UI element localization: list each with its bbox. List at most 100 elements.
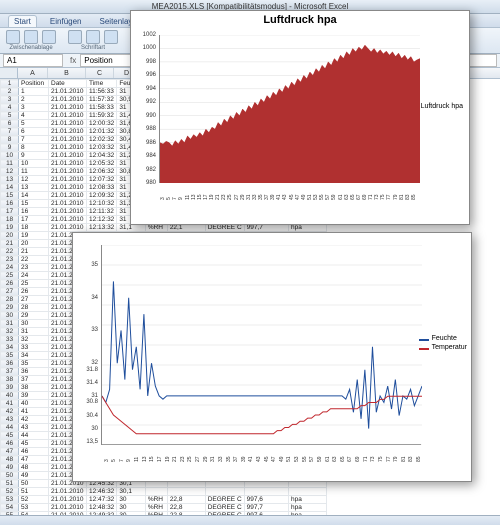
row-header[interactable]: 47 <box>1 448 19 456</box>
cell[interactable]: 53 <box>19 504 49 512</box>
cell[interactable]: 12:04:32 <box>87 152 117 160</box>
row-header[interactable]: 27 <box>1 288 19 296</box>
cell[interactable]: 9 <box>19 152 49 160</box>
cell[interactable]: 21.01.2010 <box>49 200 87 208</box>
row-header[interactable]: 1 <box>1 80 19 88</box>
cell[interactable]: 17 <box>19 216 49 224</box>
cell[interactable] <box>145 488 167 496</box>
cell[interactable]: 25 <box>19 280 49 288</box>
row-header[interactable]: 38 <box>1 376 19 384</box>
cell[interactable]: 12:03:32 <box>87 144 117 152</box>
cell[interactable]: 21.01.2010 <box>49 504 87 512</box>
cell[interactable]: 12:48:32 <box>87 504 117 512</box>
cell[interactable]: 13 <box>19 184 49 192</box>
cell[interactable]: 12:06:32 <box>87 168 117 176</box>
cell[interactable]: 997,6 <box>244 496 288 504</box>
row-header[interactable]: 18 <box>1 216 19 224</box>
cell[interactable]: 21.01.2010 <box>49 112 87 120</box>
cell[interactable]: 21.01.2010 <box>49 184 87 192</box>
cell[interactable]: 30 <box>117 504 146 512</box>
cell[interactable]: 1 <box>19 88 49 96</box>
row-header[interactable]: 25 <box>1 272 19 280</box>
select-all-corner[interactable] <box>0 68 18 78</box>
cell[interactable]: 44 <box>19 432 49 440</box>
row-header[interactable]: 13 <box>1 176 19 184</box>
cell[interactable]: hpa <box>289 496 327 504</box>
cell[interactable]: 11:57:32 <box>87 96 117 104</box>
cell[interactable]: 12:00:32 <box>87 120 117 128</box>
cell[interactable]: 21.01.2010 <box>49 128 87 136</box>
cell[interactable]: 49 <box>19 472 49 480</box>
cell[interactable]: 21.01.2010 <box>49 168 87 176</box>
cell[interactable]: 37 <box>19 376 49 384</box>
cell[interactable]: 21.01.2010 <box>49 216 87 224</box>
col-header[interactable]: B <box>48 68 86 78</box>
row-header[interactable]: 39 <box>1 384 19 392</box>
cell[interactable]: 30 <box>117 496 146 504</box>
cell[interactable]: 3 <box>19 104 49 112</box>
cell[interactable]: 14 <box>19 192 49 200</box>
cell[interactable]: %RH <box>145 504 167 512</box>
ribbon-button[interactable] <box>86 30 100 44</box>
ribbon-button[interactable] <box>42 30 56 44</box>
row-header[interactable]: 6 <box>1 120 19 128</box>
cell[interactable]: 41 <box>19 408 49 416</box>
row-header[interactable]: 35 <box>1 352 19 360</box>
header-cell[interactable]: Time <box>87 80 117 88</box>
ribbon-tab-start[interactable]: Start <box>8 15 37 27</box>
cell[interactable]: 33 <box>19 344 49 352</box>
row-header[interactable]: 31 <box>1 320 19 328</box>
cell[interactable]: 40 <box>19 400 49 408</box>
cell[interactable]: 12:10:32 <box>87 200 117 208</box>
cell[interactable]: 48 <box>19 464 49 472</box>
cell[interactable]: 12:02:32 <box>87 136 117 144</box>
cell[interactable]: 12:46:32 <box>87 488 117 496</box>
cell[interactable]: 11 <box>19 168 49 176</box>
cell[interactable]: 21.01.2010 <box>49 120 87 128</box>
row-header[interactable]: 41 <box>1 400 19 408</box>
row-header[interactable]: 40 <box>1 392 19 400</box>
cell[interactable]: 6 <box>19 128 49 136</box>
cell[interactable]: 12:08:33 <box>87 184 117 192</box>
row-header[interactable]: 34 <box>1 344 19 352</box>
cell[interactable]: 997,7 <box>244 504 288 512</box>
cell[interactable]: 21.01.2010 <box>49 208 87 216</box>
cell[interactable]: 50 <box>19 480 49 488</box>
col-header[interactable]: C <box>86 68 114 78</box>
cell[interactable]: 21.01.2010 <box>49 488 87 496</box>
row-header[interactable]: 43 <box>1 416 19 424</box>
row-header[interactable]: 44 <box>1 424 19 432</box>
cell[interactable]: 39 <box>19 392 49 400</box>
cell[interactable]: 21.01.2010 <box>49 88 87 96</box>
cell[interactable]: 22,8 <box>167 496 205 504</box>
row-header[interactable]: 3 <box>1 96 19 104</box>
row-header[interactable]: 51 <box>1 480 19 488</box>
row-header[interactable]: 8 <box>1 136 19 144</box>
cell[interactable]: 10 <box>19 160 49 168</box>
row-header[interactable]: 21 <box>1 240 19 248</box>
cell[interactable]: 27 <box>19 296 49 304</box>
cell[interactable]: 18 <box>19 224 49 232</box>
cell[interactable]: 43 <box>19 424 49 432</box>
row-header[interactable]: 12 <box>1 168 19 176</box>
ribbon-button[interactable] <box>68 30 82 44</box>
cell[interactable]: 46 <box>19 448 49 456</box>
row-header[interactable]: 7 <box>1 128 19 136</box>
cell[interactable]: 12:05:32 <box>87 160 117 168</box>
row-header[interactable]: 15 <box>1 192 19 200</box>
cell[interactable]: 11:56:33 <box>87 88 117 96</box>
cell[interactable]: DEGREE C <box>205 496 244 504</box>
chart-luftdruck[interactable]: Luftdruck hpa 98098298498698899099299499… <box>130 10 470 225</box>
cell[interactable]: 12:09:32 <box>87 192 117 200</box>
row-header[interactable]: 4 <box>1 104 19 112</box>
cell[interactable]: 12 <box>19 176 49 184</box>
row-header[interactable]: 2 <box>1 88 19 96</box>
cell[interactable]: 30 <box>19 320 49 328</box>
cell[interactable]: 45 <box>19 440 49 448</box>
row-header[interactable]: 28 <box>1 296 19 304</box>
cell[interactable]: 22 <box>19 256 49 264</box>
row-header[interactable]: 23 <box>1 256 19 264</box>
row-header[interactable]: 52 <box>1 488 19 496</box>
cell[interactable] <box>167 488 205 496</box>
chart-feuchte-temp[interactable]: 3030.430.83131.431.83233343513,5 1357911… <box>72 232 472 482</box>
